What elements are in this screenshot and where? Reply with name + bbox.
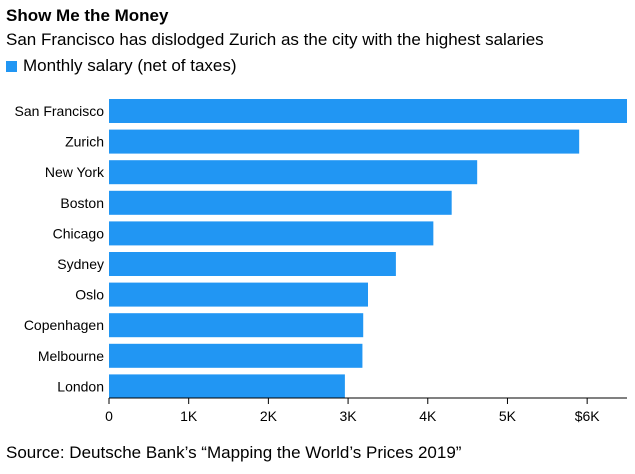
bar-chicago [109,221,434,246]
legend-label: Monthly salary (net of taxes) [23,56,237,75]
chart-title: Show Me the Money [6,6,169,25]
x-tick-label: 3K [340,408,358,424]
bar-oslo [109,282,368,307]
bar-london [109,374,345,399]
x-tick-label: $6K [575,408,601,424]
x-tick-label: 5K [499,408,517,424]
legend-swatch [6,60,17,72]
x-tick-label: 4K [419,408,437,424]
category-label: London [57,378,104,394]
category-label: Melbourne [38,348,104,364]
category-label: Chicago [53,225,105,241]
category-label: Sydney [57,256,104,272]
x-tick-label: 1K [180,408,198,424]
category-label: Copenhagen [24,317,104,333]
chart-subtitle: San Francisco has dislodged Zurich as th… [6,30,544,49]
bar-zurich [109,129,580,154]
category-label: San Francisco [15,103,105,119]
bar-sydney [109,252,396,276]
bar-copenhagen [109,313,364,338]
bar-boston [109,190,452,215]
category-label: Boston [60,195,104,211]
bar-san-francisco [109,99,627,123]
category-label: Oslo [75,287,104,303]
legend: Monthly salary (net of taxes) [6,56,237,76]
x-tick-label: 0 [105,408,113,424]
category-label: Zurich [65,134,104,150]
bar-melbourne [109,343,363,368]
x-tick-label: 2K [260,408,278,424]
category-label: New York [45,164,105,180]
source-note: Source: Deutsche Bank’s “Mapping the Wor… [6,443,462,462]
bar-new-york [109,160,478,185]
